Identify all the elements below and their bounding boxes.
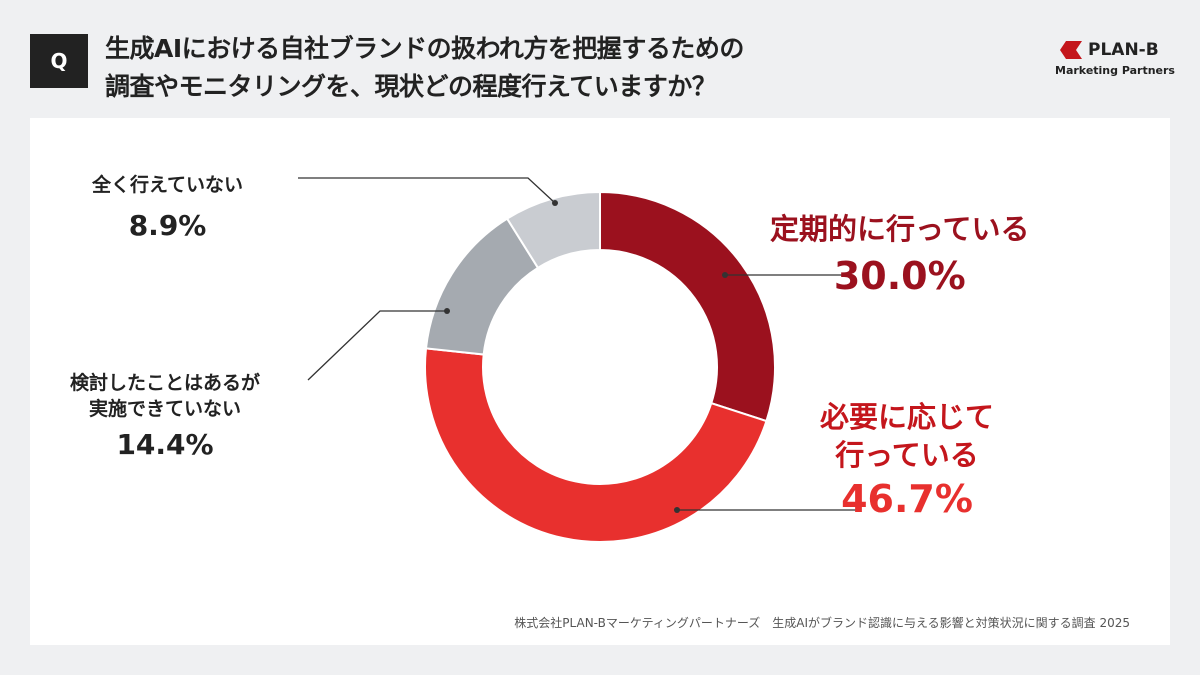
question-badge: Q bbox=[30, 34, 88, 88]
donut-slice-0 bbox=[599, 190, 776, 423]
label-none: 全く行えていない 8.9% bbox=[92, 170, 243, 242]
title-line-2: 調査やモニタリングを、現状どの程度行えていますか？ bbox=[105, 72, 717, 101]
page-title: 生成AIにおける自社ブランドの扱われ方を把握するための 調査やモニタリングを、現状… bbox=[105, 30, 744, 106]
leader-line-3 bbox=[298, 177, 556, 204]
logo-name: PLAN-B bbox=[1088, 40, 1159, 60]
label-text: 実施できていない bbox=[89, 398, 242, 420]
source-note: 株式会社PLAN-Bマーケティングパートナーズ 生成AIがブランド認識に与える影… bbox=[514, 616, 1130, 630]
label-text: 検討したことはあるが bbox=[70, 372, 261, 394]
value-label: 8.9% bbox=[128, 209, 207, 242]
logo: PLAN-B Marketing Partners bbox=[1055, 40, 1175, 77]
label-text: 必要に応じて bbox=[820, 400, 995, 434]
label-considered: 検討したことはあるが 実施できていない 14.4% bbox=[70, 370, 261, 461]
label-text: 行っている bbox=[835, 438, 979, 472]
leader-line-2 bbox=[307, 310, 447, 381]
label-as-needed: 必要に応じて 行っている 46.7% bbox=[820, 398, 994, 518]
value-label: 14.4% bbox=[116, 428, 214, 461]
donut-chart bbox=[298, 177, 860, 543]
value-label: 46.7% bbox=[841, 477, 973, 521]
value-label: 30.0% bbox=[833, 254, 966, 298]
donut-slice-3 bbox=[505, 190, 601, 270]
label-regular: 定期的に行っている 30.0% bbox=[770, 206, 1030, 298]
leader-dot-0 bbox=[722, 272, 728, 278]
label-text: 全く行えていない bbox=[92, 174, 244, 196]
leader-dot-1 bbox=[674, 507, 680, 513]
chart-card: 定期的に行っている 30.0% 必要に応じて 行っている 46.7% 検討したことはあ… bbox=[30, 118, 1170, 645]
title-line-1: 生成AIにおける自社ブランドの扱われ方を把握するための bbox=[105, 34, 744, 63]
leader-dot-2 bbox=[444, 308, 450, 314]
leader-dot-3 bbox=[552, 200, 558, 206]
donut-slice-1 bbox=[424, 347, 768, 543]
label-text: 定期的に行っている bbox=[770, 212, 1030, 246]
logo-sub: Marketing Partners bbox=[1055, 64, 1175, 77]
